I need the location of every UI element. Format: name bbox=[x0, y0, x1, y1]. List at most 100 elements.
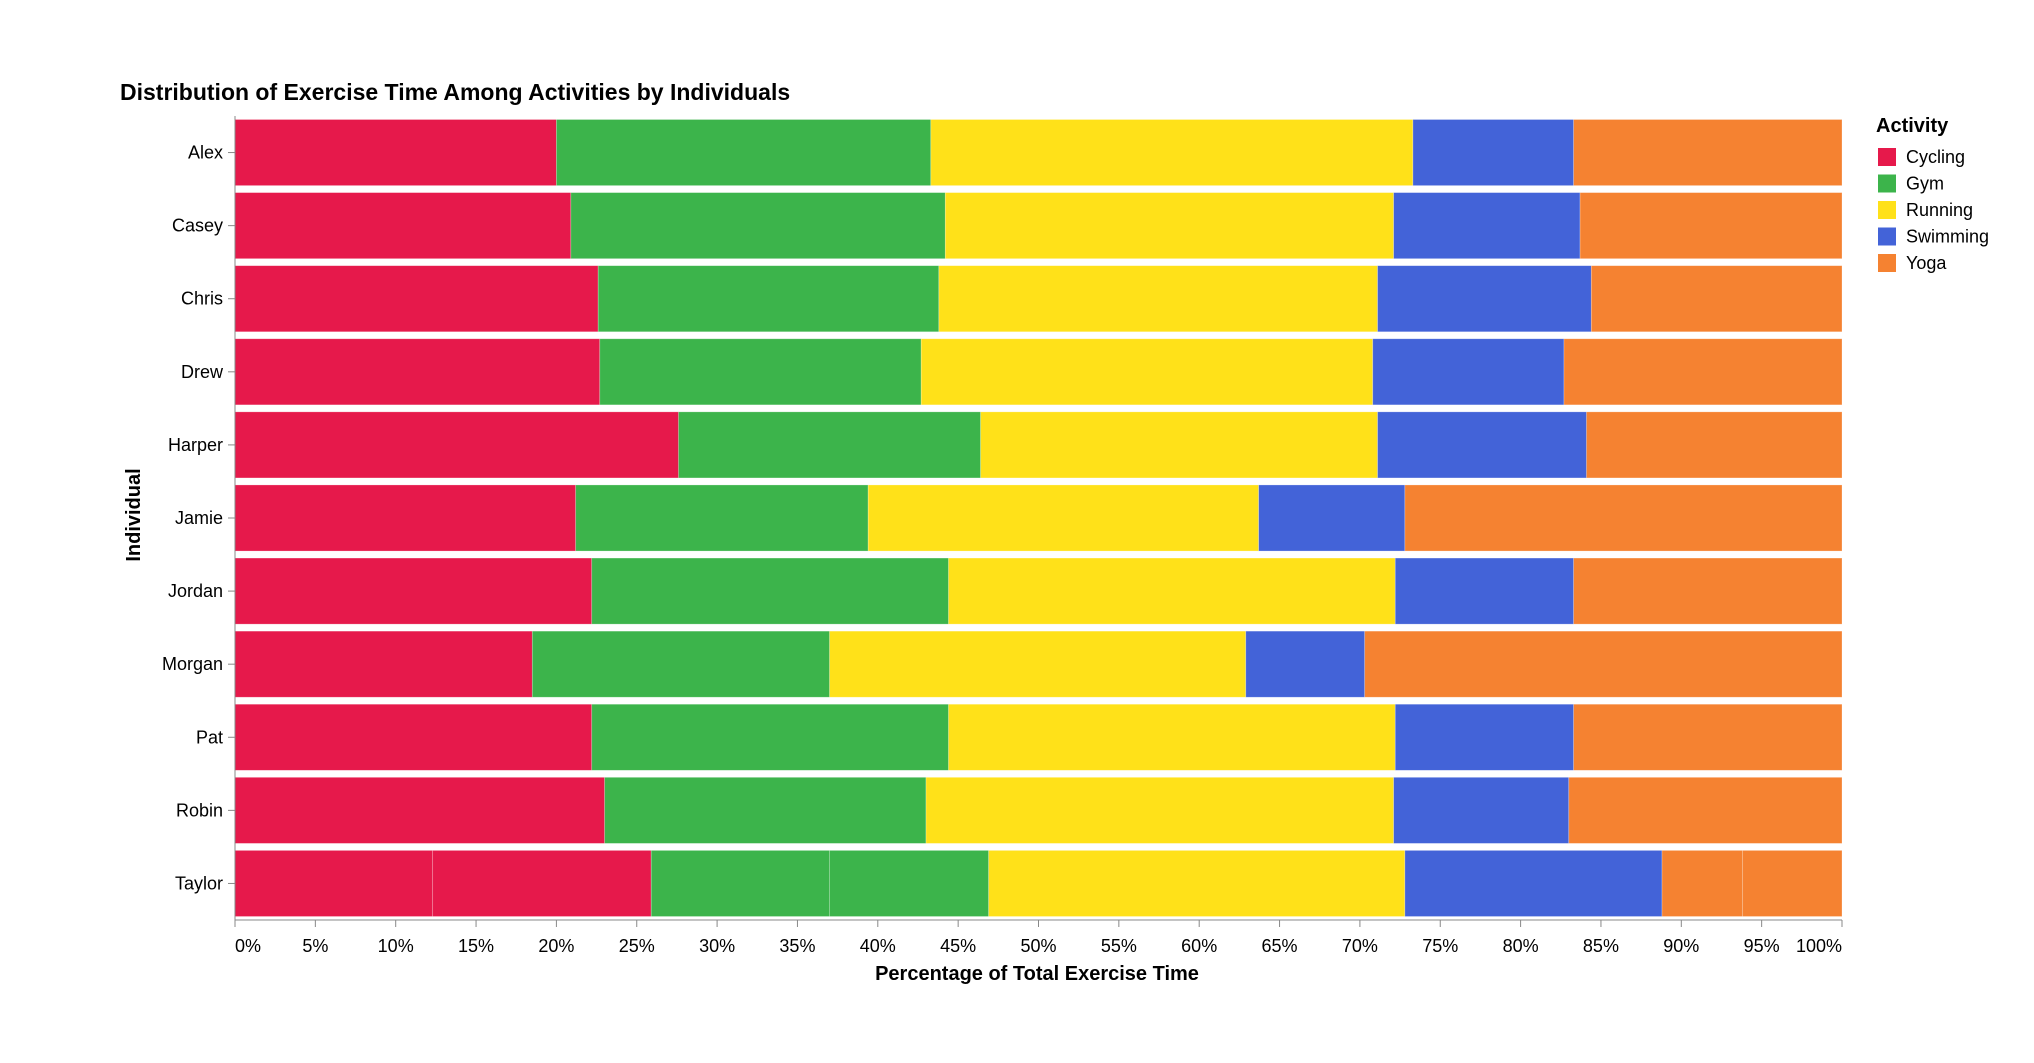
bar-taylor-yoga bbox=[1661, 850, 1743, 917]
bar-jamie-cycling bbox=[234, 484, 577, 552]
bar-harper-yoga bbox=[1586, 411, 1843, 479]
x-tick-label: 25% bbox=[619, 936, 655, 956]
bar-pat-cycling bbox=[234, 703, 593, 771]
x-tick-label: 70% bbox=[1342, 936, 1378, 956]
y-tick-label: Casey bbox=[172, 216, 223, 236]
x-tick-label: 100% bbox=[1796, 936, 1842, 956]
bar-harper-cycling bbox=[234, 411, 679, 479]
bar-harper-running bbox=[980, 411, 1378, 479]
y-tick-label: Drew bbox=[181, 362, 224, 382]
x-tick-label: 20% bbox=[538, 936, 574, 956]
bar-taylor-swimming bbox=[1404, 850, 1663, 917]
legend-swatch-gym bbox=[1878, 174, 1896, 193]
chart-title: Distribution of Exercise Time Among Acti… bbox=[120, 79, 790, 105]
legend-title: Activity bbox=[1876, 115, 1949, 137]
bar-morgan-running bbox=[829, 630, 1247, 698]
bar-chris-swimming bbox=[1377, 265, 1592, 333]
bar-robin-yoga bbox=[1568, 776, 1843, 844]
bar-robin-swimming bbox=[1393, 776, 1570, 844]
bars-group bbox=[234, 119, 1843, 917]
bar-taylor-gym bbox=[650, 850, 830, 917]
bar-jordan-running bbox=[948, 557, 1396, 625]
bar-alex-gym bbox=[556, 119, 932, 186]
bar-drew-swimming bbox=[1372, 338, 1565, 406]
bar-chris-running bbox=[938, 265, 1378, 333]
legend-label-running: Running bbox=[1906, 200, 1973, 220]
bar-pat-yoga bbox=[1573, 703, 1843, 771]
bar-chris-cycling bbox=[234, 265, 599, 333]
x-tick-label: 45% bbox=[940, 936, 976, 956]
bar-casey-yoga bbox=[1579, 192, 1843, 260]
x-axis-title: Percentage of Total Exercise Time bbox=[875, 963, 1199, 985]
x-tick-label: 75% bbox=[1422, 936, 1458, 956]
bar-alex-swimming bbox=[1412, 119, 1574, 186]
y-axis: Alex Casey Chris Drew Harper Jamie Jordan Morga… bbox=[162, 116, 236, 920]
bar-drew-gym bbox=[599, 338, 922, 406]
y-tick-label: Morgan bbox=[162, 654, 223, 674]
x-tick-label: 30% bbox=[699, 936, 735, 956]
x-tick-label: 50% bbox=[1020, 936, 1056, 956]
bar-drew-cycling bbox=[234, 338, 601, 406]
bar-morgan-cycling bbox=[234, 630, 533, 698]
bar-jamie-gym bbox=[575, 484, 869, 552]
bar-jordan-gym bbox=[591, 557, 949, 625]
bar-alex-cycling bbox=[234, 119, 557, 186]
bar-casey-swimming bbox=[1393, 192, 1581, 260]
bar-harper-gym bbox=[678, 411, 982, 479]
y-tick-label: Robin bbox=[176, 800, 223, 820]
bar-alex-running bbox=[930, 119, 1414, 186]
x-tick-label: 40% bbox=[860, 936, 896, 956]
x-tick-label: 95% bbox=[1744, 936, 1780, 956]
bar-pat-gym bbox=[591, 703, 949, 771]
legend: Activity Cycling Gym Running Swimming Yoga bbox=[1876, 115, 1989, 273]
legend-swatch-yoga bbox=[1878, 254, 1896, 272]
bar-taylor-cycling bbox=[234, 850, 434, 917]
y-tick-label: Alex bbox=[188, 143, 223, 163]
legend-label-gym: Gym bbox=[1906, 174, 1944, 194]
legend-swatch-cycling bbox=[1878, 148, 1896, 166]
legend-swatch-swimming bbox=[1878, 227, 1896, 246]
x-tick-label: 5% bbox=[302, 936, 328, 956]
x-tick-label: 0% bbox=[235, 936, 261, 956]
bar-chris-yoga bbox=[1590, 265, 1843, 333]
bar-robin-running bbox=[925, 776, 1395, 844]
legend-label-swimming: Swimming bbox=[1906, 227, 1989, 247]
bar-taylor-running bbox=[988, 850, 1406, 917]
x-tick-label: 10% bbox=[378, 936, 414, 956]
y-axis-title: Individual bbox=[123, 468, 145, 561]
bar-drew-running bbox=[920, 338, 1374, 406]
y-tick-label: Chris bbox=[181, 289, 223, 309]
bar-morgan-gym bbox=[531, 630, 830, 698]
x-tick-label: 60% bbox=[1181, 936, 1217, 956]
legend-swatch-running bbox=[1878, 201, 1896, 219]
x-tick-label: 65% bbox=[1262, 936, 1298, 956]
bar-jordan-cycling bbox=[234, 557, 593, 625]
y-tick-label: Jordan bbox=[168, 581, 223, 601]
bar-casey-cycling bbox=[234, 192, 572, 260]
x-tick-label: 80% bbox=[1503, 936, 1539, 956]
bar-morgan-swimming bbox=[1245, 630, 1366, 698]
y-tick-label: Jamie bbox=[175, 508, 223, 528]
x-axis: 0% 5% 10% 15% 20% 25% 30% 35% 40% 45% 50% 55% 60% 65%… bbox=[234, 919, 1843, 956]
x-tick-label: 90% bbox=[1663, 936, 1699, 956]
y-tick-label: Harper bbox=[168, 435, 223, 455]
bar-morgan-yoga bbox=[1364, 630, 1843, 698]
bar-taylor-gym bbox=[829, 850, 990, 917]
bar-chris-gym bbox=[597, 265, 940, 333]
bar-pat-running bbox=[948, 703, 1396, 771]
bar-pat-swimming bbox=[1394, 703, 1574, 771]
bar-casey-gym bbox=[570, 192, 946, 260]
x-tick-label: 55% bbox=[1101, 936, 1137, 956]
y-tick-label: Pat bbox=[196, 727, 223, 747]
bar-casey-running bbox=[944, 192, 1394, 260]
x-tick-label: 15% bbox=[458, 936, 494, 956]
x-tick-label: 35% bbox=[779, 936, 815, 956]
y-tick-label: Taylor bbox=[175, 873, 223, 893]
bar-robin-gym bbox=[604, 776, 927, 844]
bar-jamie-yoga bbox=[1404, 484, 1843, 552]
bar-drew-yoga bbox=[1563, 338, 1843, 406]
legend-label-yoga: Yoga bbox=[1906, 253, 1947, 273]
bar-robin-cycling bbox=[234, 776, 605, 844]
